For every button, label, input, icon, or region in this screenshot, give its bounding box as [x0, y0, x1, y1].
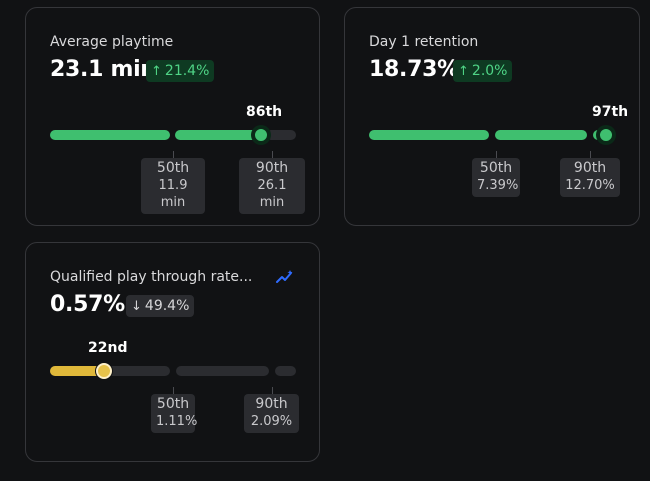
arrow-down-icon: ↓ — [131, 299, 142, 314]
delta-value: 21.4% — [164, 63, 210, 79]
delta-badge: ↑ 2.0% — [453, 60, 513, 82]
percentile-marker — [598, 127, 614, 143]
bar-segment-mid — [495, 130, 587, 140]
bar-segment-mid-filled — [175, 130, 261, 140]
metric-card-qualified-play-through-rate: Qualified play through rate... 0.57% ↓ 49… — [25, 242, 320, 462]
metric-card-average-playtime: Average playtime 23.1 min ↑ 21.4% 86th 50… — [25, 7, 320, 226]
bar-fill — [50, 366, 105, 376]
card-title: Qualified play through rate... — [50, 269, 253, 285]
metric-value: 18.73% — [369, 57, 459, 82]
metric-value: 0.57% — [50, 292, 125, 317]
benchmark-50th: 50th 7.39% — [472, 151, 520, 197]
metric-card-day1-retention: Day 1 retention 18.73% ↑ 2.0% 97th 50th 7… — [344, 7, 640, 226]
bar-segment-high — [266, 130, 296, 140]
bar-segment-low — [369, 130, 489, 140]
benchmark-90th: 90th 2.09% — [244, 387, 299, 433]
benchmark-50th: 50th 1.11% — [151, 387, 197, 433]
sparkle-trend-icon[interactable] — [275, 269, 295, 285]
delta-value: 2.0% — [471, 63, 508, 79]
benchmark-90th: 90th 12.70% — [560, 151, 620, 197]
benchmark-50th: 50th 11.9 min — [141, 151, 205, 214]
delta-value: 49.4% — [144, 298, 190, 314]
arrow-up-icon: ↑ — [458, 64, 469, 79]
metric-value: 23.1 min — [50, 57, 156, 82]
bar-segment-mid — [176, 366, 269, 376]
card-title: Average playtime — [50, 34, 174, 50]
delta-badge: ↑ 21.4% — [146, 60, 215, 82]
bar-segment-high — [275, 366, 296, 376]
percentile-marker — [96, 363, 112, 379]
percentile-marker — [253, 127, 269, 143]
percentile-label: 97th — [592, 104, 629, 120]
percentile-label: 22nd — [88, 340, 128, 356]
delta-badge: ↓ 49.4% — [126, 295, 195, 317]
arrow-up-icon: ↑ — [151, 64, 162, 79]
card-title: Day 1 retention — [369, 34, 479, 50]
benchmark-90th: 90th 26.1 min — [239, 151, 305, 214]
bar-segment-low — [50, 130, 170, 140]
percentile-label: 86th — [246, 104, 283, 120]
